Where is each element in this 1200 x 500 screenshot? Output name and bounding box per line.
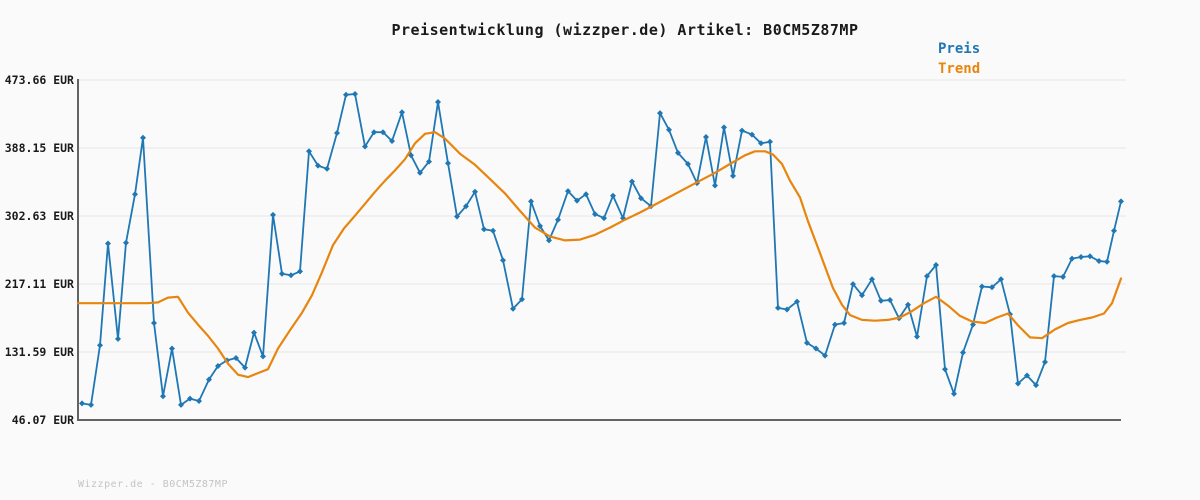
y-tick-label: 46.07 EUR bbox=[11, 413, 74, 427]
y-tick-label: 388.15 EUR bbox=[4, 140, 74, 155]
y-tick-label: 473.66 EUR bbox=[4, 73, 74, 87]
y-tick-label: 302.63 EUR bbox=[4, 208, 74, 223]
chart-legend: Preis Trend bbox=[938, 39, 980, 79]
legend-item-preis: Preis bbox=[938, 41, 981, 57]
trend-series-line bbox=[76, 131, 1123, 379]
y-tick-label: 131.59 EUR bbox=[4, 344, 74, 359]
watermark-text: Wizzper.de - B0CM5Z87MP bbox=[78, 479, 228, 490]
legend-item-trend: Trend bbox=[938, 61, 981, 77]
chart-title: Preisentwicklung (wizzper.de) Artikel: B… bbox=[391, 21, 859, 39]
y-tick-label: 217.11 EUR bbox=[4, 276, 74, 291]
preis-series-markers bbox=[79, 91, 1124, 408]
